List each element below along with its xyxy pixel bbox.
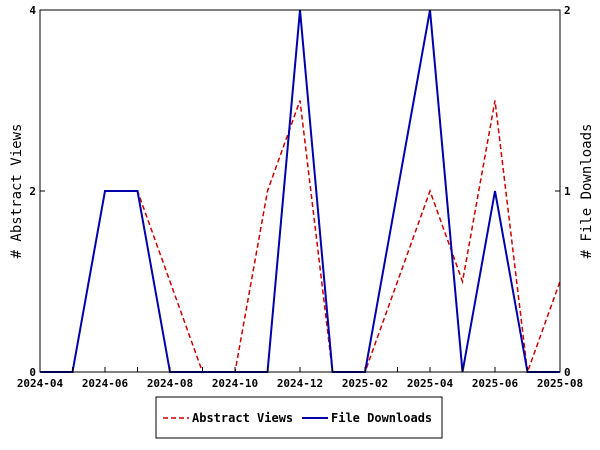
x-tick-label: 2025-08 <box>537 377 583 390</box>
series-line-file-downloads <box>40 9 560 373</box>
left-tick-label: 4 <box>29 4 36 17</box>
x-tick-label: 2025-04 <box>407 377 454 390</box>
right-tick-label: 0 <box>564 366 571 379</box>
x-tick-label: 2024-08 <box>147 377 193 390</box>
x-tick-label: 2024-06 <box>82 377 129 390</box>
right-axis-title: # File Downloads <box>579 124 595 259</box>
x-tick-label: 2024-10 <box>212 377 258 390</box>
right-tick-label: 2 <box>564 4 571 17</box>
left-tick-label: 0 <box>29 366 36 379</box>
x-tick-label: 2024-12 <box>277 377 323 390</box>
left-axis-title: # Abstract Views <box>9 124 25 259</box>
right-tick-label: 1 <box>564 185 571 198</box>
legend: Abstract Views File Downloads <box>155 396 443 439</box>
x-tick-label: 2025-02 <box>342 377 388 390</box>
series-line-abstract-views <box>40 100 561 373</box>
legend-box <box>155 396 443 439</box>
series-layer <box>40 9 561 373</box>
x-tick-label: 2025-06 <box>472 377 519 390</box>
legend-label-abstract-views: Abstract Views <box>192 411 293 425</box>
legend-label-file-downloads: File Downloads <box>331 411 432 425</box>
ticks-layer: 2024-04 2024-06 2024-08 2024-10 2024-12 2025-… <box>17 4 583 390</box>
left-tick-label: 2 <box>29 185 36 198</box>
x-tick-label: 2024-04 <box>17 377 64 390</box>
